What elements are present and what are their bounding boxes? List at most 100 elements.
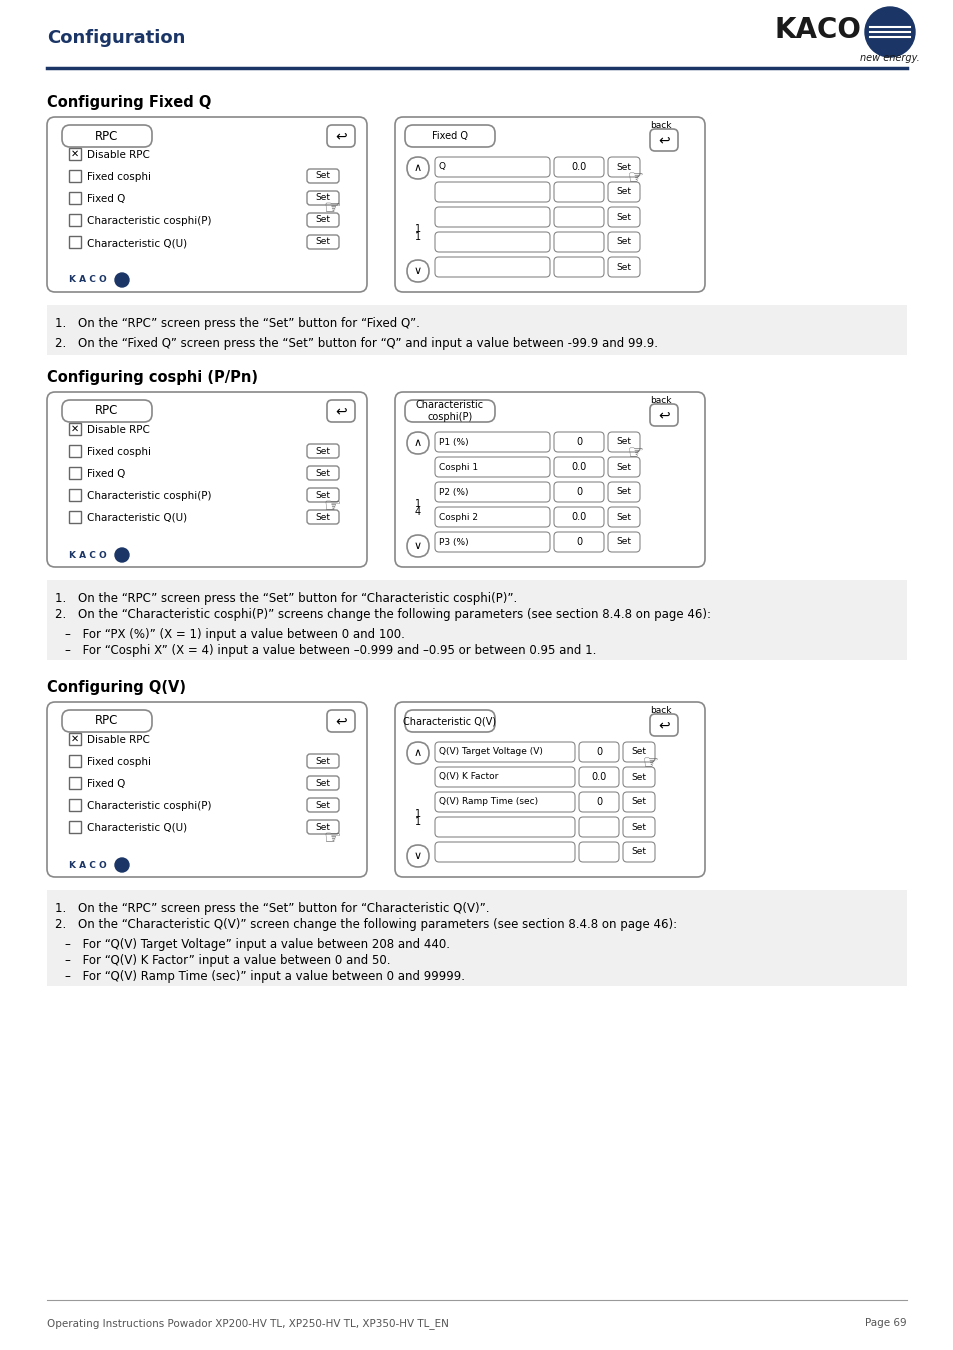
FancyBboxPatch shape — [307, 169, 338, 184]
FancyBboxPatch shape — [649, 130, 678, 151]
Text: Fixed Q: Fixed Q — [432, 131, 468, 140]
FancyBboxPatch shape — [405, 126, 495, 147]
FancyBboxPatch shape — [69, 236, 81, 248]
FancyBboxPatch shape — [607, 508, 639, 526]
Text: 0.0: 0.0 — [571, 512, 586, 522]
FancyBboxPatch shape — [649, 404, 678, 427]
FancyBboxPatch shape — [69, 446, 81, 458]
Text: Characteristic Q(V): Characteristic Q(V) — [403, 716, 497, 726]
Text: Fixed Q: Fixed Q — [87, 468, 125, 479]
Text: Characteristic Q(U): Characteristic Q(U) — [87, 238, 187, 248]
FancyBboxPatch shape — [622, 743, 655, 761]
Text: 0.0: 0.0 — [571, 162, 586, 171]
Text: Fixed Q: Fixed Q — [87, 779, 125, 788]
FancyBboxPatch shape — [47, 702, 367, 878]
Text: Set: Set — [315, 447, 330, 455]
Text: RPC: RPC — [95, 714, 118, 728]
Text: Configuration: Configuration — [47, 28, 185, 47]
Text: Set: Set — [631, 772, 646, 782]
FancyBboxPatch shape — [395, 702, 704, 878]
FancyBboxPatch shape — [554, 532, 603, 552]
Text: ∧: ∧ — [414, 437, 421, 448]
FancyBboxPatch shape — [578, 792, 618, 811]
Text: ✕: ✕ — [71, 148, 79, 159]
FancyBboxPatch shape — [69, 512, 81, 522]
Text: Characteristic cosphi(P): Characteristic cosphi(P) — [87, 801, 212, 811]
Text: 2. On the “Characteristic cosphi(P)” screens change the following parameters (se: 2. On the “Characteristic cosphi(P)” scr… — [55, 608, 710, 621]
Text: 1. On the “RPC” screen press the “Set” button for “Characteristic cosphi(P)”.: 1. On the “RPC” screen press the “Set” b… — [55, 593, 517, 605]
FancyBboxPatch shape — [622, 792, 655, 811]
FancyBboxPatch shape — [435, 182, 550, 202]
FancyBboxPatch shape — [407, 432, 429, 454]
Text: – For “Q(V) Target Voltage” input a value between 208 and 440.: – For “Q(V) Target Voltage” input a valu… — [65, 938, 450, 950]
Text: Characteristic cosphi(P): Characteristic cosphi(P) — [87, 491, 212, 501]
Text: Set: Set — [315, 171, 330, 181]
FancyBboxPatch shape — [407, 157, 429, 180]
FancyBboxPatch shape — [554, 182, 603, 202]
Text: 0: 0 — [576, 437, 581, 447]
FancyBboxPatch shape — [307, 819, 338, 834]
FancyBboxPatch shape — [307, 213, 338, 227]
FancyBboxPatch shape — [554, 432, 603, 452]
Text: Operating Instructions Powador XP200-HV TL, XP250-HV TL, XP350-HV TL_EN: Operating Instructions Powador XP200-HV … — [47, 1318, 449, 1328]
FancyBboxPatch shape — [307, 235, 338, 248]
FancyBboxPatch shape — [435, 532, 550, 552]
Text: Characteristic
cosphi(P): Characteristic cosphi(P) — [416, 400, 483, 421]
FancyBboxPatch shape — [554, 482, 603, 502]
Text: P1 (%): P1 (%) — [438, 437, 468, 447]
Text: Fixed Q: Fixed Q — [87, 194, 125, 204]
FancyBboxPatch shape — [307, 444, 338, 458]
Text: Q(V) K Factor: Q(V) K Factor — [438, 772, 497, 782]
Text: Q(V) Ramp Time (sec): Q(V) Ramp Time (sec) — [438, 798, 537, 806]
FancyBboxPatch shape — [307, 776, 338, 790]
Text: K A C O: K A C O — [69, 275, 107, 285]
Text: 0: 0 — [576, 537, 581, 547]
FancyBboxPatch shape — [407, 261, 429, 282]
FancyBboxPatch shape — [69, 215, 81, 225]
FancyBboxPatch shape — [395, 392, 704, 567]
Text: Fixed cosphi: Fixed cosphi — [87, 171, 151, 182]
FancyBboxPatch shape — [405, 400, 495, 423]
FancyBboxPatch shape — [435, 508, 550, 526]
Circle shape — [115, 859, 129, 872]
Text: Set: Set — [315, 216, 330, 224]
Text: Disable RPC: Disable RPC — [87, 150, 150, 161]
FancyBboxPatch shape — [607, 432, 639, 452]
FancyBboxPatch shape — [435, 767, 575, 787]
FancyBboxPatch shape — [435, 157, 550, 177]
Text: 2. On the “Fixed Q” screen press the “Set” button for “Q” and input a value betw: 2. On the “Fixed Q” screen press the “Se… — [55, 338, 658, 350]
Circle shape — [864, 7, 914, 57]
FancyBboxPatch shape — [47, 580, 906, 660]
Text: 0: 0 — [576, 487, 581, 497]
FancyBboxPatch shape — [69, 778, 81, 788]
Text: 1: 1 — [415, 224, 420, 234]
FancyBboxPatch shape — [47, 392, 367, 567]
Text: ∨: ∨ — [414, 541, 421, 551]
Text: Set: Set — [315, 513, 330, 521]
Text: Cosphi 1: Cosphi 1 — [438, 463, 477, 471]
Text: Configuring Fixed Q: Configuring Fixed Q — [47, 95, 212, 109]
Text: P2 (%): P2 (%) — [438, 487, 468, 497]
Text: Set: Set — [616, 437, 631, 447]
Text: Set: Set — [616, 238, 631, 247]
FancyBboxPatch shape — [435, 458, 550, 477]
Text: Configuring Q(V): Configuring Q(V) — [47, 680, 186, 695]
Text: – For “Q(V) K Factor” input a value between 0 and 50.: – For “Q(V) K Factor” input a value betw… — [65, 954, 390, 967]
Text: Page 69: Page 69 — [864, 1318, 906, 1328]
FancyBboxPatch shape — [607, 256, 639, 277]
FancyBboxPatch shape — [607, 157, 639, 177]
FancyBboxPatch shape — [69, 799, 81, 811]
Text: Set: Set — [315, 779, 330, 787]
FancyBboxPatch shape — [307, 466, 338, 481]
Text: back: back — [649, 396, 671, 405]
Text: Set: Set — [616, 188, 631, 197]
Text: back: back — [649, 122, 671, 130]
Text: ↩: ↩ — [335, 130, 347, 143]
Text: 0.0: 0.0 — [591, 772, 606, 782]
FancyBboxPatch shape — [649, 714, 678, 736]
FancyBboxPatch shape — [47, 305, 906, 355]
FancyBboxPatch shape — [327, 710, 355, 732]
Text: 1: 1 — [415, 232, 420, 242]
Text: Set: Set — [315, 193, 330, 202]
Text: Fixed cosphi: Fixed cosphi — [87, 757, 151, 767]
